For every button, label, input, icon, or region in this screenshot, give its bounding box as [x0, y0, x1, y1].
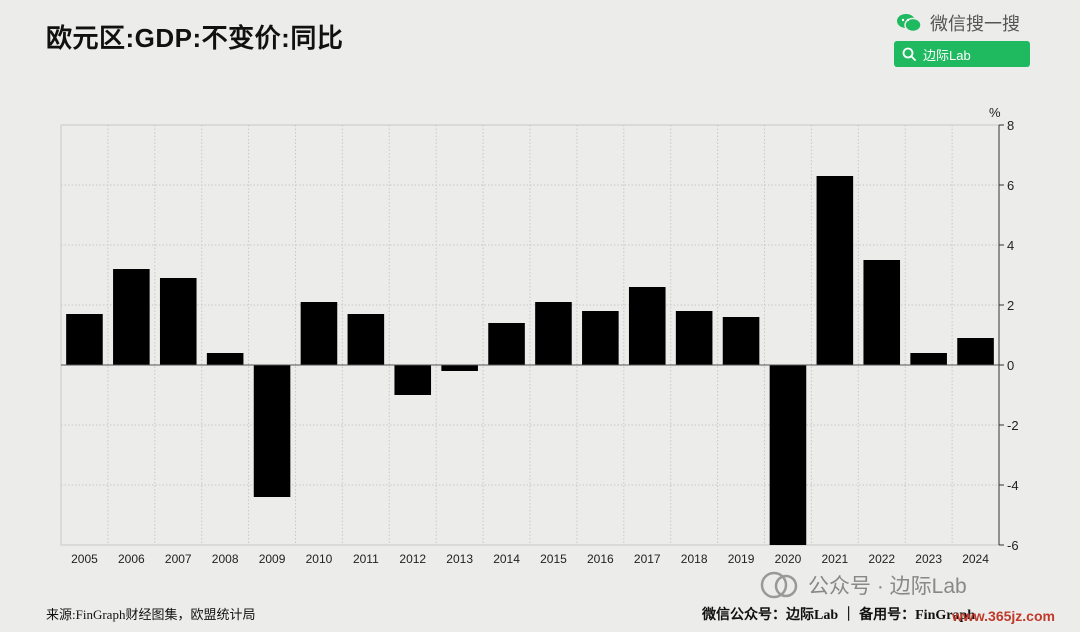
wechat-search-brand[interactable]: 微信搜一搜 [896, 10, 1020, 36]
bar-2022 [863, 260, 901, 365]
bar-2014 [488, 323, 525, 365]
bar-2010 [300, 302, 338, 365]
x-tick-label-2015: 2015 [540, 552, 567, 566]
x-tick-label-2006: 2006 [118, 552, 145, 566]
x-tick-label-2022: 2022 [868, 552, 895, 566]
footer-account: 微信公众号：边际Lab ｜ 备用号：FinGraph [702, 608, 976, 623]
bar-2023 [910, 353, 947, 365]
x-tick-label-2011: 2011 [353, 552, 379, 566]
x-tick-label-2007: 2007 [165, 552, 192, 566]
x-tick-label-2016: 2016 [587, 552, 614, 566]
x-tick-label-2023: 2023 [915, 552, 942, 566]
bar-2020 [769, 365, 807, 545]
y-tick-label: 0 [1007, 358, 1014, 373]
x-tick-label-2008: 2008 [212, 552, 239, 566]
bar-2011 [347, 314, 385, 365]
x-tick-label-2012: 2012 [399, 552, 426, 566]
wechat-icon [897, 14, 922, 33]
x-tick-label-2005: 2005 [71, 552, 98, 566]
y-unit-label: % [989, 105, 1001, 120]
x-tick-label-2017: 2017 [634, 552, 661, 566]
x-tick-label-2009: 2009 [259, 552, 286, 566]
y-tick-label: 4 [1007, 238, 1014, 253]
bar-2009 [253, 365, 291, 497]
search-button[interactable]: 边际Lab [894, 41, 1030, 67]
x-tick-label-2018: 2018 [681, 552, 708, 566]
y-tick-label: -6 [1007, 538, 1019, 553]
x-tick-label-2020: 2020 [775, 552, 802, 566]
bar-2007 [159, 278, 197, 365]
x-tick-label-2010: 2010 [306, 552, 333, 566]
bar-2005 [66, 314, 103, 365]
bar-2021 [816, 176, 854, 365]
x-tick-label-2014: 2014 [493, 552, 520, 566]
chart-title: 欧元区:GDP:不变价:同比 [46, 23, 344, 53]
search-icon [902, 47, 916, 61]
wechat-icon [760, 571, 798, 599]
bar-2018 [675, 311, 713, 365]
bar-2016 [582, 311, 619, 365]
site-watermark: www.365jz.com [952, 608, 1055, 624]
y-tick-label: 8 [1007, 118, 1014, 133]
watermark-text: 公众号 · 边际Lab [808, 575, 967, 598]
wechat-search-label: 微信搜一搜 [930, 14, 1020, 34]
bar-2015 [535, 302, 572, 365]
y-tick-label: 2 [1007, 298, 1014, 313]
source-note: 来源:FinGraph财经图集，欧盟统计局 [46, 607, 256, 622]
x-tick-label-2021: 2021 [821, 552, 848, 566]
x-tick-label-2013: 2013 [446, 552, 473, 566]
search-button-label: 边际Lab [923, 47, 971, 63]
bar-2006 [113, 269, 150, 365]
bar-2024 [957, 338, 994, 365]
x-tick-label-2024: 2024 [962, 552, 989, 566]
y-tick-label: -4 [1007, 478, 1019, 493]
bar-2017 [628, 287, 666, 365]
bar-2012 [394, 365, 432, 395]
bar-2013 [441, 365, 478, 371]
y-tick-label: -2 [1007, 418, 1019, 433]
watermark: 公众号 · 边际Lab [760, 570, 967, 600]
y-tick-label: 6 [1007, 178, 1014, 193]
bar-2008 [206, 353, 244, 365]
bar-2019 [722, 317, 760, 365]
x-tick-label-2019: 2019 [728, 552, 755, 566]
